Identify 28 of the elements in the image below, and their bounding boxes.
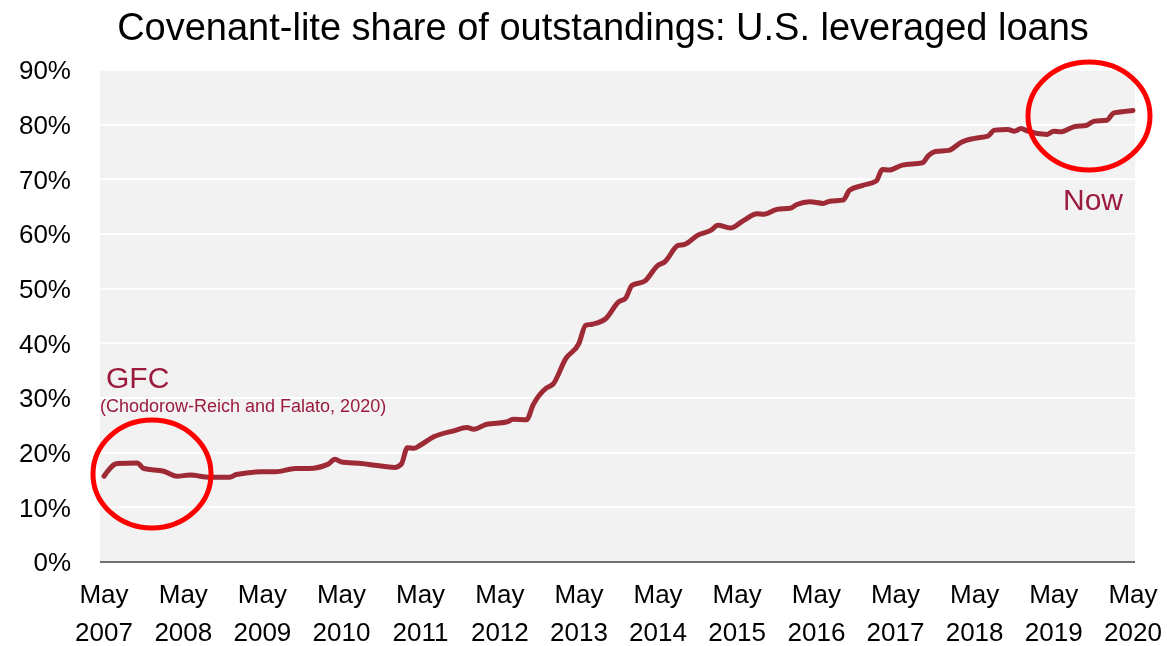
y-tick-label: 60%: [18, 219, 71, 250]
x-tick-label: May 2013: [550, 579, 608, 646]
x-tick-label: May 2015: [708, 579, 767, 646]
x-tick-label: May 2019: [1024, 579, 1083, 646]
x-tick-label: May 2014: [629, 579, 687, 646]
y-tick-label: 20%: [18, 438, 71, 469]
x-tick-label: May 2010: [312, 579, 371, 646]
y-tick-label: 10%: [18, 492, 71, 523]
y-tick-label: 40%: [18, 328, 71, 359]
y-tick-label: 70%: [18, 164, 71, 195]
annotation: (Chodorow-Reich and Falato, 2020): [100, 396, 387, 417]
x-tick-label: May 2016: [787, 579, 846, 646]
y-tick-label: 90%: [18, 55, 71, 86]
annotation: Now: [1063, 182, 1124, 216]
x-tick-label: May 2008: [154, 579, 213, 646]
x-tick-label: May 2020: [1104, 579, 1162, 646]
x-tick-label: May 2007: [75, 579, 133, 646]
y-tick-label: 30%: [18, 383, 71, 414]
annotation: GFC: [106, 360, 170, 394]
x-tick-label: May 2012: [470, 579, 529, 646]
y-tick-label: 0%: [33, 547, 71, 578]
chart-title: Covenant-lite share of outstandings: U.S. leveraged loans: [117, 6, 1089, 48]
y-tick-label: 80%: [18, 110, 71, 141]
x-tick-label: May 2018: [945, 579, 1004, 646]
x-tick-label: May 2011: [392, 579, 449, 646]
x-tick-label: May 2009: [233, 579, 292, 646]
x-tick-label: May 2017: [866, 579, 925, 646]
y-tick-label: 50%: [18, 274, 71, 305]
